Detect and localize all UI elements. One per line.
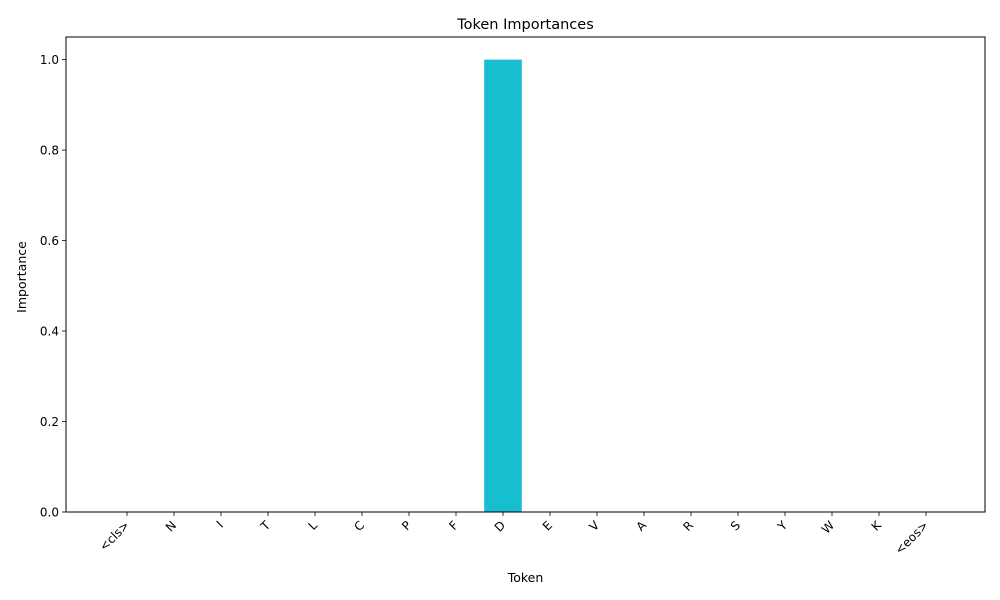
x-tick-label: F xyxy=(446,518,461,533)
x-axis: <cls> N I T L C P F D E V A R S Y W K <eos> xyxy=(97,512,931,557)
x-tick-label: A xyxy=(633,518,649,534)
y-axis: 0.0 0.2 0.4 0.6 0.8 1.0 xyxy=(40,53,66,520)
y-tick-label: 1.0 xyxy=(40,53,59,67)
x-tick-label: <cls> xyxy=(97,518,133,554)
chart-title: Token Importances xyxy=(456,17,594,33)
x-tick-label: I xyxy=(214,518,226,530)
x-tick-label: C xyxy=(351,518,367,534)
y-tick-label: 0.2 xyxy=(40,415,59,429)
x-axis-label: Token xyxy=(507,570,544,585)
x-tick-label: <eos> xyxy=(892,518,931,557)
x-tick-label: P xyxy=(399,518,414,533)
plot-frame xyxy=(65,36,986,513)
x-tick-label: W xyxy=(819,518,837,536)
y-tick-label: 0.4 xyxy=(40,325,59,339)
x-tick-label: S xyxy=(728,518,743,533)
x-tick-label: R xyxy=(680,518,696,534)
x-tick-label: L xyxy=(305,518,320,533)
y-tick-label: 0.0 xyxy=(40,506,59,520)
x-tick-label: E xyxy=(540,518,555,533)
x-tick-label: K xyxy=(869,517,885,533)
y-tick-label: 0.6 xyxy=(40,234,59,248)
x-tick-label: T xyxy=(257,518,273,534)
x-tick-label: V xyxy=(586,518,602,534)
bars xyxy=(484,59,522,512)
x-tick-label: N xyxy=(163,518,179,534)
y-axis-label: Importance xyxy=(14,241,29,313)
x-tick-label: Y xyxy=(774,518,790,534)
x-tick-label: D xyxy=(492,518,508,534)
y-tick-label: 0.8 xyxy=(40,144,59,158)
bar-8 xyxy=(484,59,522,512)
